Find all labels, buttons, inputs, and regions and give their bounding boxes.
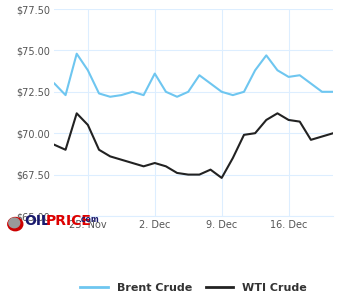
Text: PRICE: PRICE: [46, 214, 92, 228]
Circle shape: [9, 218, 20, 228]
Legend: Brent Crude, WTI Crude: Brent Crude, WTI Crude: [76, 278, 311, 297]
Text: OIL: OIL: [24, 214, 50, 228]
Text: .com: .com: [78, 215, 99, 224]
Circle shape: [8, 218, 23, 231]
